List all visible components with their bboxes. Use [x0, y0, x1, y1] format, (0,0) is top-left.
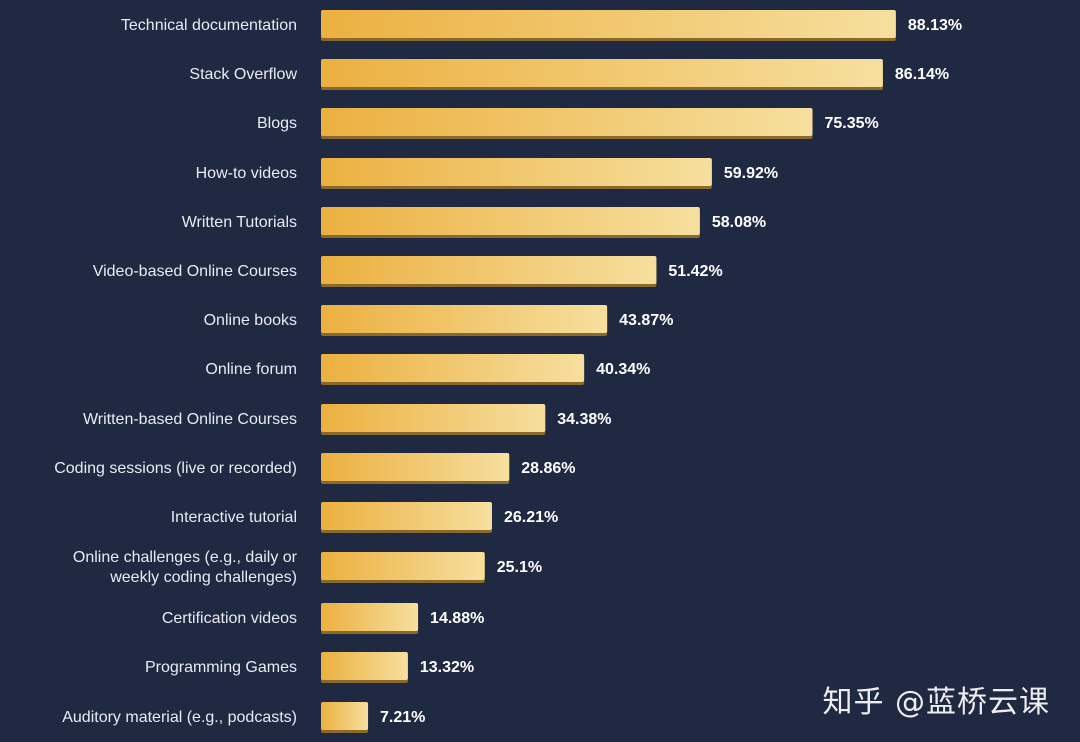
value-label: 25.1%: [497, 559, 542, 576]
bar: [321, 652, 408, 680]
category-labels-group: Technical documentation Stack Overflow Blo…: [54, 17, 297, 726]
category-label-line: Certification videos: [162, 610, 297, 627]
bar: [321, 502, 492, 530]
bar: [321, 108, 813, 136]
value-label: 51.42%: [668, 263, 722, 280]
category-label: Interactive tutorial: [171, 509, 297, 526]
category-label-line: Stack Overflow: [189, 66, 297, 83]
category-label-line: weekly coding challenges): [109, 569, 297, 586]
category-label: Stack Overflow: [189, 66, 297, 83]
category-label: How-to videos: [196, 165, 297, 182]
bar: [321, 702, 369, 730]
category-label: Online forum: [205, 361, 297, 378]
value-label: 26.21%: [504, 509, 558, 526]
category-label: Blogs: [257, 115, 297, 132]
category-label-line: Interactive tutorial: [171, 509, 297, 526]
category-label-line: Coding sessions (live or recorded): [54, 460, 297, 477]
value-labels-group: 88.13% 86.14% 75.35% 59.92% 58.08% 51.42% 43.8…: [380, 17, 962, 726]
category-label-line: Auditory material (e.g., podcasts): [62, 709, 297, 726]
bar: [321, 453, 510, 481]
category-label-line: How-to videos: [196, 165, 297, 182]
bar: [321, 207, 700, 235]
bar: [321, 59, 883, 87]
bar: [321, 10, 896, 38]
value-label: 28.86%: [521, 460, 575, 477]
bar: [321, 305, 608, 333]
value-label: 75.35%: [825, 115, 879, 132]
value-label: 58.08%: [712, 214, 766, 231]
category-label-line: Video-based Online Courses: [93, 263, 297, 280]
value-label: 86.14%: [895, 66, 949, 83]
category-label: Video-based Online Courses: [93, 263, 297, 280]
value-label: 14.88%: [430, 610, 484, 627]
bar: [321, 404, 546, 432]
category-label: Written-based Online Courses: [83, 411, 297, 428]
bars-group: [321, 10, 896, 733]
category-label: Written Tutorials: [182, 214, 297, 231]
value-label: 59.92%: [724, 165, 778, 182]
value-label: 13.32%: [420, 659, 474, 676]
category-label-line: Blogs: [257, 115, 297, 132]
category-label-line: Online challenges (e.g., daily or: [73, 549, 298, 566]
value-label: 34.38%: [557, 411, 611, 428]
bar: [321, 256, 657, 284]
category-label-line: Programming Games: [145, 659, 297, 676]
value-label: 88.13%: [908, 17, 962, 34]
category-label-line: Written Tutorials: [182, 214, 297, 231]
value-label: 7.21%: [380, 709, 425, 726]
bar: [321, 354, 585, 382]
watermark-text: 知乎 @蓝桥云课: [822, 685, 1050, 720]
value-label: 40.34%: [596, 361, 650, 378]
category-label: Online books: [204, 312, 297, 329]
category-label-line: Written-based Online Courses: [83, 411, 297, 428]
bar: [321, 603, 419, 631]
category-label: Online challenges (e.g., daily or weekly …: [73, 549, 298, 586]
bar: [321, 158, 712, 186]
category-label: Auditory material (e.g., podcasts): [62, 709, 297, 726]
category-label: Certification videos: [162, 610, 297, 627]
bar: [321, 552, 485, 580]
category-label-line: Online books: [204, 312, 297, 329]
category-label: Technical documentation: [121, 17, 297, 34]
value-label: 43.87%: [619, 312, 673, 329]
category-label: Coding sessions (live or recorded): [54, 460, 297, 477]
category-label-line: Technical documentation: [121, 17, 297, 34]
category-label: Programming Games: [145, 659, 297, 676]
category-label-line: Online forum: [205, 361, 297, 378]
